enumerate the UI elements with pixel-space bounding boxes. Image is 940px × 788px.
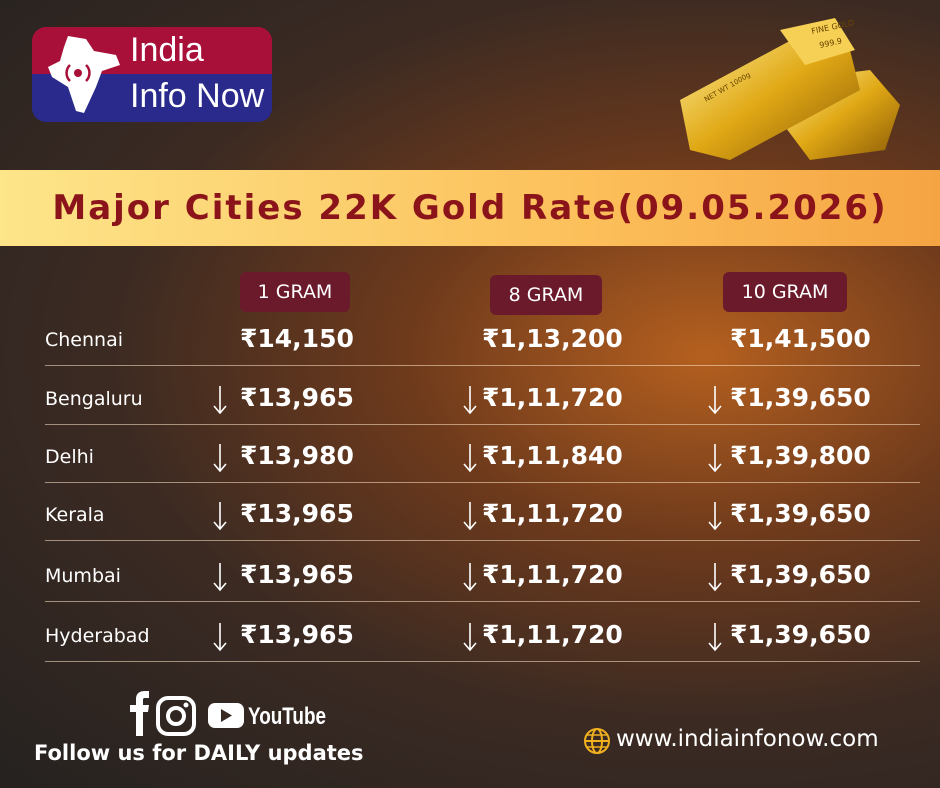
down-arrow <box>708 563 722 592</box>
price: ₹1,39,650 <box>730 383 871 412</box>
column-header: 10 GRAM <box>723 272 847 312</box>
price: ₹13,965 <box>240 499 354 528</box>
row-separator <box>45 424 920 425</box>
city-name: Mumbai <box>45 565 121 587</box>
row-separator <box>45 365 920 366</box>
youtube-label: YouTube <box>248 703 326 730</box>
price: ₹1,39,650 <box>730 560 871 589</box>
down-arrow <box>708 623 722 652</box>
down-arrow <box>213 502 227 531</box>
city-name: Hyderabad <box>45 625 150 647</box>
down-arrow <box>463 386 477 415</box>
social-icons: YouTube <box>130 691 326 736</box>
city-name: Chennai <box>45 329 124 351</box>
city-name: Bengaluru <box>45 388 143 410</box>
price: ₹13,980 <box>240 441 354 470</box>
price: ₹1,11,720 <box>482 560 623 589</box>
row-separator <box>45 601 920 602</box>
price: ₹14,150 <box>240 324 354 353</box>
price: ₹1,13,200 <box>482 324 623 353</box>
price: ₹1,39,800 <box>730 441 871 470</box>
price: ₹1,39,650 <box>730 499 871 528</box>
down-arrow <box>463 623 477 652</box>
price: ₹13,965 <box>240 383 354 412</box>
price: ₹13,965 <box>240 560 354 589</box>
row-separator <box>45 540 920 541</box>
down-arrow <box>213 444 227 473</box>
down-arrow <box>708 502 722 531</box>
down-arrow <box>213 563 227 592</box>
city-name: Delhi <box>45 446 94 468</box>
price: ₹13,965 <box>240 620 354 649</box>
title-band <box>0 170 940 246</box>
instagram-icon[interactable] <box>156 696 196 736</box>
column-header: 8 GRAM <box>490 275 602 315</box>
price: ₹1,39,650 <box>730 620 871 649</box>
down-arrow <box>463 502 477 531</box>
price: ₹1,11,720 <box>482 620 623 649</box>
facebook-icon[interactable] <box>130 691 149 736</box>
price: ₹1,11,840 <box>482 441 623 470</box>
down-arrow <box>708 444 722 473</box>
down-arrow <box>463 563 477 592</box>
price: ₹1,11,720 <box>482 383 623 412</box>
city-name: Kerala <box>45 504 105 526</box>
title: Major Cities 22K Gold Rate(09.05.2026) <box>52 188 888 228</box>
row-separator <box>45 661 920 662</box>
down-arrow <box>213 623 227 652</box>
logo: India Info Now <box>32 27 272 122</box>
down-arrow <box>463 444 477 473</box>
down-arrow <box>213 386 227 415</box>
column-header: 1 GRAM <box>240 272 350 312</box>
india-map-icon <box>48 36 120 113</box>
follow-text: Follow us for DAILY updates <box>34 741 364 765</box>
logo-line2: Info Now <box>130 77 265 115</box>
website[interactable]: www.indiainfonow.com <box>616 726 879 752</box>
row-separator <box>45 482 920 483</box>
price: ₹1,41,500 <box>730 324 871 353</box>
globe-icon <box>584 728 610 754</box>
down-arrow <box>708 386 722 415</box>
gold-bars: FINE GOLD 999.9 NET WT 1000g <box>680 18 900 160</box>
price: ₹1,11,720 <box>482 499 623 528</box>
logo-line1: India <box>130 31 204 69</box>
